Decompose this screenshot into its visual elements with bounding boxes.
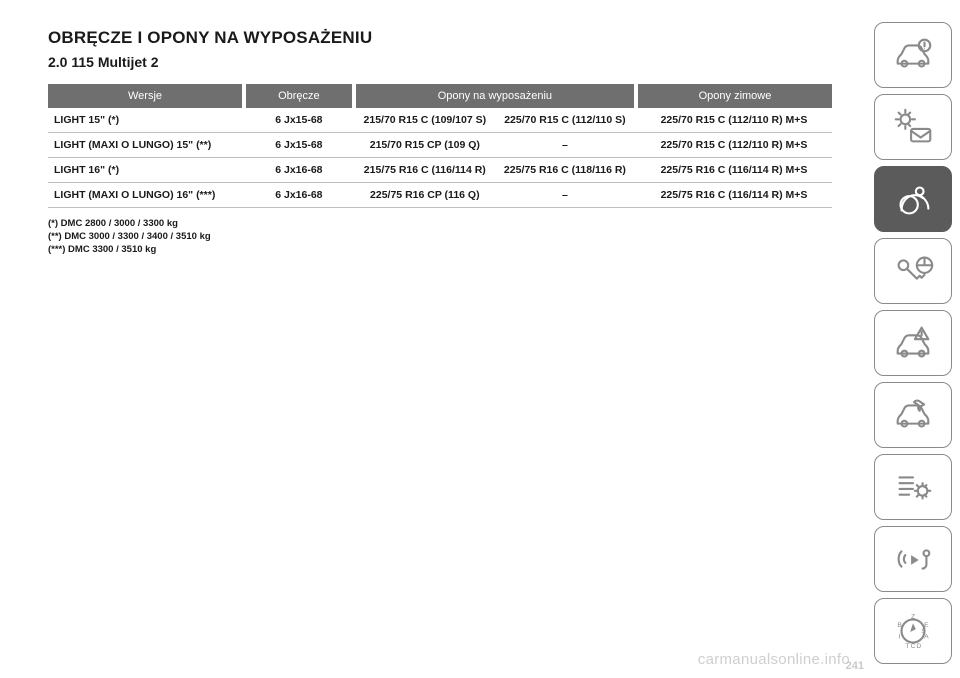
cell-rim: 6 Jx15-68 <box>244 133 354 158</box>
key-wheel-icon <box>890 248 936 294</box>
cell-winter: 225/75 R16 C (116/114 R) M+S <box>636 183 832 208</box>
table-row: LIGHT 16" (*) 6 Jx16-68 215/75 R16 C (11… <box>48 158 832 183</box>
cell-tyres: 215/70 R15 C (109/107 S) 225/70 R15 C (1… <box>354 108 636 133</box>
col-winter: Opony zimowe <box>636 84 832 108</box>
svg-text:B: B <box>897 622 902 629</box>
tab-safety[interactable] <box>874 166 952 232</box>
cell-tyre-a: 215/75 R16 C (116/114 R) <box>360 164 490 176</box>
page-title: OBRĘCZE I OPONY NA WYPOSAŻENIU <box>48 28 832 48</box>
cell-winter: 225/75 R16 C (116/114 R) M+S <box>636 158 832 183</box>
tab-lights-messages[interactable] <box>874 94 952 160</box>
cell-version: LIGHT (MAXI O LUNGO) 15" (**) <box>48 133 244 158</box>
section-sidebar: Z E A D T I B C S <box>874 22 952 664</box>
cell-version: LIGHT 16" (*) <box>48 158 244 183</box>
cell-winter: 225/70 R15 C (112/110 R) M+S <box>636 108 832 133</box>
tyres-table: Wersje Obręcze Opony na wyposażeniu Opon… <box>48 84 832 208</box>
tab-starting-driving[interactable] <box>874 238 952 304</box>
car-info-icon <box>890 32 936 78</box>
page-content: OBRĘCZE I OPONY NA WYPOSAŻENIU 2.0 115 M… <box>0 0 860 678</box>
media-nav-icon <box>890 536 936 582</box>
light-message-icon <box>890 104 936 150</box>
col-tyres: Opony na wyposażeniu <box>354 84 636 108</box>
table-header-row: Wersje Obręcze Opony na wyposażeniu Opon… <box>48 84 832 108</box>
cell-rim: 6 Jx16-68 <box>244 183 354 208</box>
svg-text:D: D <box>916 643 921 650</box>
cell-tyre-b: – <box>500 139 630 151</box>
svg-text:I: I <box>899 634 901 641</box>
svg-text:S: S <box>921 628 926 635</box>
car-warning-icon <box>890 320 936 366</box>
table-row: LIGHT (MAXI O LUNGO) 15" (**) 6 Jx15-68 … <box>48 133 832 158</box>
cell-tyres: 215/75 R16 C (116/114 R) 225/75 R16 C (1… <box>354 158 636 183</box>
cell-version: LIGHT 15" (*) <box>48 108 244 133</box>
cell-tyre-b: 225/75 R16 C (118/116 R) <box>500 164 630 176</box>
col-rims: Obręcze <box>244 84 354 108</box>
list-gear-icon <box>890 464 936 510</box>
footnote: (*) DMC 2800 / 3000 / 3300 kg <box>48 218 832 231</box>
tab-maintenance[interactable] <box>874 382 952 448</box>
page-number: 241 <box>846 660 864 672</box>
tab-techdata[interactable] <box>874 454 952 520</box>
svg-text:T: T <box>905 643 909 650</box>
svg-text:C: C <box>911 643 916 650</box>
tab-emergency[interactable] <box>874 310 952 376</box>
cell-version: LIGHT (MAXI O LUNGO) 16" (***) <box>48 183 244 208</box>
tab-multimedia[interactable] <box>874 526 952 592</box>
watermark: carmanualsonline.info <box>698 651 850 668</box>
table-row: LIGHT (MAXI O LUNGO) 16" (***) 6 Jx16-68… <box>48 183 832 208</box>
engine-subtitle: 2.0 115 Multijet 2 <box>48 54 832 70</box>
airbag-icon <box>890 176 936 222</box>
cell-tyre-a: 225/75 R16 CP (116 Q) <box>360 189 490 201</box>
cell-rim: 6 Jx15-68 <box>244 108 354 133</box>
table-row: LIGHT 15" (*) 6 Jx15-68 215/70 R15 C (10… <box>48 108 832 133</box>
index-icon: Z E A D T I B C S <box>890 608 936 654</box>
cell-tyre-b: – <box>500 189 630 201</box>
footnote: (**) DMC 3000 / 3300 / 3400 / 3510 kg <box>48 231 832 244</box>
svg-text:Z: Z <box>911 614 915 621</box>
cell-tyres: 215/70 R15 CP (109 Q) – <box>354 133 636 158</box>
tab-index[interactable]: Z E A D T I B C S <box>874 598 952 664</box>
col-versions: Wersje <box>48 84 244 108</box>
cell-rim: 6 Jx16-68 <box>244 158 354 183</box>
cell-tyre-a: 215/70 R15 CP (109 Q) <box>360 139 490 151</box>
cell-tyres: 225/75 R16 CP (116 Q) – <box>354 183 636 208</box>
tab-vehicle-info[interactable] <box>874 22 952 88</box>
cell-tyre-a: 215/70 R15 C (109/107 S) <box>360 114 490 126</box>
footnote: (***) DMC 3300 / 3510 kg <box>48 244 832 257</box>
footnotes: (*) DMC 2800 / 3000 / 3300 kg (**) DMC 3… <box>48 218 832 256</box>
cell-winter: 225/70 R15 C (112/110 R) M+S <box>636 133 832 158</box>
car-wrench-icon <box>890 392 936 438</box>
cell-tyre-b: 225/70 R15 C (112/110 S) <box>500 114 630 126</box>
